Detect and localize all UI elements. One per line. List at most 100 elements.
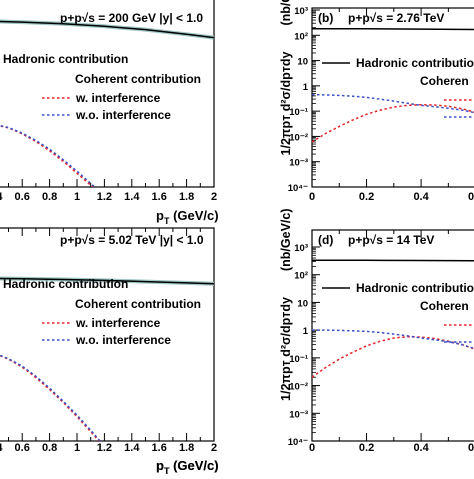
panel-label: (d) [318,233,333,247]
hadronic-curve [0,20,214,39]
y-tick-label: 1 [303,82,309,93]
panel-title: p+p√s = 200 GeV |y| < 1.0 [60,11,203,25]
x-tick-label: 0.2 [359,191,374,203]
x-tick-label: 0.6 [15,442,30,454]
y-tick-label: 1 [303,326,309,337]
x-tick-label: 1 [74,442,80,454]
red-dotted-curve [0,125,94,187]
legend-coherent: Coherent contribution [75,297,201,311]
blue-dotted-curve [0,124,96,187]
legend-hadronic: Hadronic contribution [3,52,128,66]
legend-w: w. interference [75,91,161,105]
x-tick-label: 1.8 [179,442,194,454]
y-axis-formula: 1/2πpᴛ d²σ/dpᴛdy [279,51,293,155]
x-axis-label: pT (GeV/c) [156,458,219,474]
series-group [312,28,474,143]
x-axis-label: pT (GeV/c) [156,208,219,226]
x-tick-label: 1.4 [124,442,140,454]
x-label-sub: T [164,466,170,474]
x-tick-label: 0.8 [42,442,57,454]
blue-dotted-curve [312,93,474,114]
legend-hadronic: Hadronic contributio [356,56,474,70]
panel-label: (b) [318,11,333,25]
y-tick-label: 10 [297,57,308,68]
hadronic-curve [312,28,474,31]
panel-c: 0.4 0.6 0.8 1 1.2 1.4 1.6 1.8 2 p+p√s = 5.02 TeV … [0,227,219,476]
legend-hadronic: Hadronic contribution [3,277,128,291]
panel-title: p+p√s = 14 TeV [348,233,434,247]
legend-coherent: Coheren [420,299,469,313]
red-dotted-curve [312,103,474,143]
y-tick-label: 10⁻¹ [289,107,308,118]
plot-frame [311,7,474,188]
x-tick-label: 1.2 [97,191,112,203]
x-label-unit: (GeV/c) [169,208,218,223]
x-tick-label: 0.6 [15,191,30,203]
y-tick-label: 10⁴⁻ [288,183,308,194]
panel-title: p+p√s = 5.02 TeV |y| < 1.0 [60,233,204,247]
y-axis-unit: (nb/GeV/c) [279,208,293,271]
y-tick-label: 10⁴⁻ [288,437,308,448]
y-tick-label: 10³ [294,6,308,17]
x-tick-label: 2 [211,191,217,203]
x-tick-label: 0.4 [413,191,429,203]
x-tick-label: 0.4 [413,442,429,454]
x-tick-label: 1.2 [97,442,112,454]
x-tick-label: 1.6 [152,442,167,454]
x-tick-label: 0.8 [42,191,57,203]
y-axis-unit: (nb/GeV/c) [279,0,293,26]
x-tick-label: 0 [309,191,315,203]
y-tick-label: 10³ [294,243,308,254]
blue-dotted-curve [312,329,474,350]
x-label-unit: (GeV/c) [169,458,218,473]
blue-dotted-curve [0,354,102,441]
legend-w: w. interference [75,316,161,330]
y-tick-label: 10 [297,298,308,309]
x-label-main: p [156,458,164,473]
panel-a: 0.4 0.6 0.8 1 1.2 1.4 1.6 1.8 2 p+p√s = 200 GeV |… [0,0,219,226]
x-tick-label: 0.2 [359,442,374,454]
y-tick-label: 10⁻² [289,132,308,143]
red-dotted-curve [312,335,474,378]
panel-b: 00.20.40.60.8110⁴⁻10⁻³10⁻²10⁻¹11010²10³(… [279,0,474,203]
series-group [312,259,474,378]
y-tick-label: 10⁻² [289,382,308,393]
x-label-sub: T [164,216,170,226]
x-tick-label: 0 [309,442,315,454]
red-dotted-curve [0,354,100,441]
y-tick-label: 10⁻³ [289,409,308,420]
y-axis-label: 1/2πpᴛ d²σ/dpᴛdy (nb/GeV/c) [279,0,293,155]
x-tick-label: 0.6 [468,191,474,203]
hadronic-curve [0,277,214,285]
x-tick-label: 1.6 [152,191,167,203]
hadronic-curve [312,259,474,262]
x-label-sub: T [164,466,170,474]
x-axis-label: pT (GeV/c) [156,458,219,474]
x-label-unit: (GeV/c) [169,458,218,473]
x-tick-label: 1.8 [179,191,194,203]
y-tick-label: 10² [294,31,308,42]
legend-wo: w.o. interference [75,108,171,122]
x-tick-label: 0.4 [0,442,3,454]
y-tick-label: 10² [294,271,308,282]
y-axis-label: 1/2πpᴛ d²σ/dpᴛdy (nb/GeV/c) [279,208,293,401]
y-tick-label: 10⁻³ [289,158,308,169]
x-tick-label: 1.4 [124,191,140,203]
series-group [0,276,214,441]
x-tick-label: 2 [211,442,217,454]
legend-wo: w.o. interference [75,333,171,347]
x-tick-label: 0.6 [468,442,474,454]
plot-frame [311,229,474,442]
legend-coherent: Coherent contribution [75,72,201,86]
x-label-main: p [156,458,164,473]
x-tick-label: 0.4 [0,191,3,203]
y-axis-formula: 1/2πpᴛ d²σ/dpᴛdy [279,297,293,401]
panel-d: 00.20.40.60.8110⁴⁻10⁻³10⁻²10⁻¹11010²10³(… [156,208,474,476]
x-tick-label: 1 [74,191,80,203]
y-tick-label: 10⁻¹ [289,354,308,365]
legend-coherent: Coheren [420,74,469,88]
panel-title: p+p√s = 2.76 TeV [348,11,444,25]
x-label-main: p [156,208,164,223]
series-group [0,19,214,187]
